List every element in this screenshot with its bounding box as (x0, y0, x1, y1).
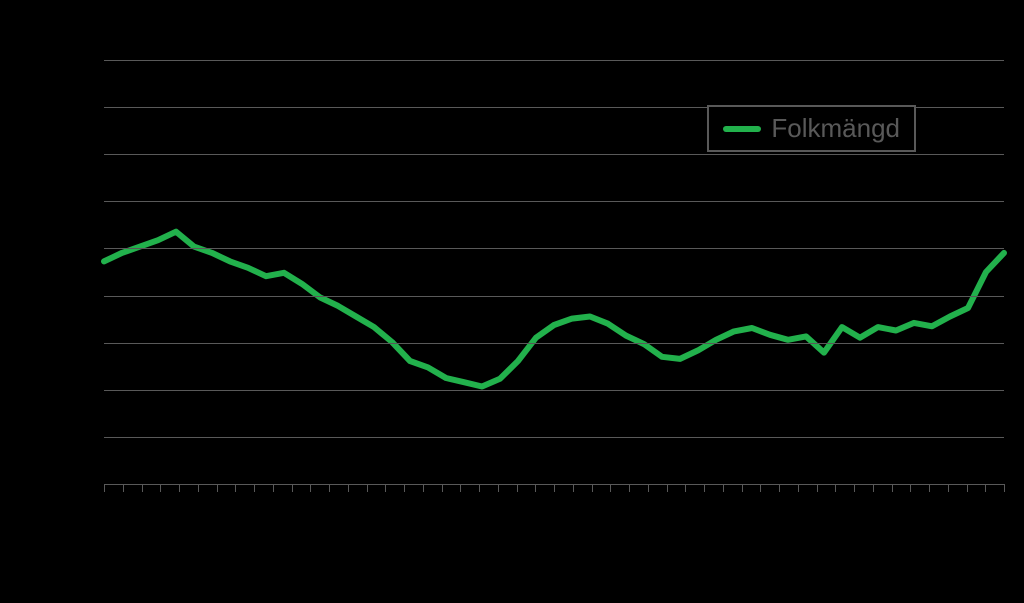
x-tick (835, 484, 836, 492)
x-tick (235, 484, 236, 492)
x-tick (273, 484, 274, 492)
gridline (104, 390, 1004, 391)
x-tick (348, 484, 349, 492)
x-tick (985, 484, 986, 492)
x-tick (892, 484, 893, 492)
gridline (104, 154, 1004, 155)
x-tick (854, 484, 855, 492)
x-tick (160, 484, 161, 492)
x-tick (817, 484, 818, 492)
x-tick (142, 484, 143, 492)
gridline (104, 437, 1004, 438)
x-tick (573, 484, 574, 492)
x-tick (217, 484, 218, 492)
x-tick (742, 484, 743, 492)
gridline (104, 60, 1004, 61)
gridline (104, 248, 1004, 249)
legend-label: Folkmängd (771, 113, 900, 144)
x-tick (310, 484, 311, 492)
x-tick (423, 484, 424, 492)
x-tick (104, 484, 105, 492)
x-tick (329, 484, 330, 492)
x-tick (479, 484, 480, 492)
chart-container: Folkmängd (0, 0, 1024, 603)
x-tick (198, 484, 199, 492)
x-tick (929, 484, 930, 492)
x-tick (554, 484, 555, 492)
x-tick (123, 484, 124, 492)
x-tick (498, 484, 499, 492)
x-tick (179, 484, 180, 492)
x-tick (629, 484, 630, 492)
x-tick (610, 484, 611, 492)
gridline (104, 201, 1004, 202)
gridline (104, 296, 1004, 297)
x-tick (798, 484, 799, 492)
x-tick (385, 484, 386, 492)
series-line (104, 232, 1004, 387)
legend: Folkmängd (707, 105, 916, 152)
legend-swatch (723, 126, 761, 132)
x-tick (460, 484, 461, 492)
x-tick (723, 484, 724, 492)
x-tick (517, 484, 518, 492)
x-tick (404, 484, 405, 492)
x-tick (873, 484, 874, 492)
x-tick (1004, 484, 1005, 492)
x-tick (592, 484, 593, 492)
x-tick (779, 484, 780, 492)
x-tick (648, 484, 649, 492)
x-tick (910, 484, 911, 492)
x-tick (948, 484, 949, 492)
x-tick (254, 484, 255, 492)
x-tick (704, 484, 705, 492)
x-tick (535, 484, 536, 492)
x-tick (292, 484, 293, 492)
x-tick (685, 484, 686, 492)
gridline (104, 343, 1004, 344)
x-tick (760, 484, 761, 492)
x-tick (367, 484, 368, 492)
x-tick (967, 484, 968, 492)
x-tick (667, 484, 668, 492)
x-tick (442, 484, 443, 492)
